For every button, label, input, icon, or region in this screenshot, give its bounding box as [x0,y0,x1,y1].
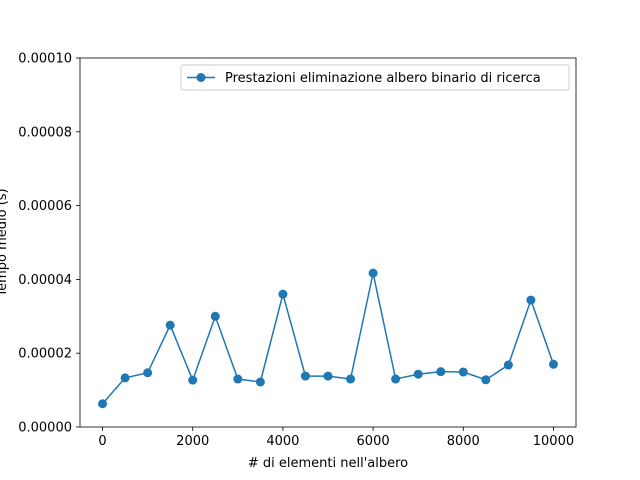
legend-marker-sample [196,73,206,82]
y-tick-label: 0.00010 [18,52,72,67]
data-point [368,268,378,278]
data-point [503,360,513,370]
y-axis: 0.00000 0.00002 0.00004 0.00006 0.00008 0.000… [18,52,80,436]
x-axis-label: # di elementi nell'albero [248,456,408,471]
y-tick-label: 0.00002 [18,347,72,362]
legend-entry-label: Prestazioni eliminazione albero binario … [225,71,541,86]
x-tick-label: 6000 [357,434,390,449]
data-point [210,311,220,321]
y-tick-label: 0.00000 [18,421,72,436]
data-point [300,371,310,381]
data-point [481,375,491,385]
data-point [391,374,401,384]
data-point [548,359,558,369]
legend-box [180,64,570,91]
data-point [188,375,198,385]
data-point [413,369,423,379]
data-point [233,374,243,384]
y-tick-label: 0.00004 [18,273,72,288]
data-point [346,374,356,384]
x-axis: 0 2000 4000 6000 8000 10000 [98,427,574,449]
plot-frame [79,57,577,428]
x-tick-label: 2000 [176,434,209,449]
data-point [120,373,130,383]
x-tick-label: 8000 [447,434,480,449]
x-tick-label: 10000 [533,434,574,449]
x-tick-label: 0 [98,434,106,449]
x-tick-label: 4000 [266,434,299,449]
data-point [526,295,536,305]
y-axis-label: Tempo medio (s) [0,188,10,297]
data-point [458,367,468,377]
series-markers [98,268,558,409]
data-point [143,368,153,378]
y-tick-label: 0.00008 [18,125,72,140]
legend: Prestazioni eliminazione albero binario … [180,64,570,91]
data-point [255,377,265,387]
data-point [165,320,175,330]
data-point [278,289,288,299]
y-tick-label: 0.00006 [18,199,72,214]
data-point [323,371,333,381]
data-point [436,367,446,377]
data-point [98,399,108,409]
